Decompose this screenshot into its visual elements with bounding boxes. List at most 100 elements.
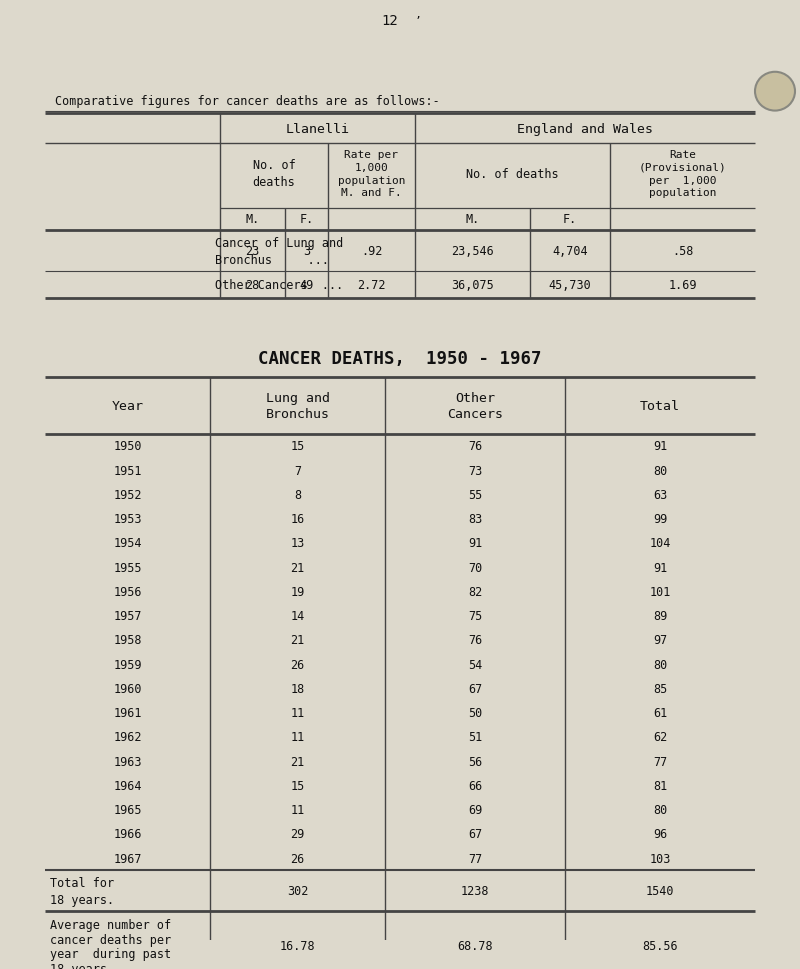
Text: 21: 21	[290, 755, 305, 767]
Text: 62: 62	[653, 731, 667, 743]
Text: 76: 76	[468, 634, 482, 646]
Text: 13: 13	[290, 537, 305, 549]
Text: 4,704: 4,704	[552, 244, 588, 258]
Text: Total for: Total for	[50, 877, 114, 890]
Text: .92: .92	[361, 244, 382, 258]
Text: Average number of: Average number of	[50, 919, 171, 931]
Text: 36,075: 36,075	[451, 278, 494, 292]
Text: 96: 96	[653, 828, 667, 840]
Text: 77: 77	[468, 852, 482, 864]
Text: 85.56: 85.56	[642, 940, 678, 953]
Text: 82: 82	[468, 585, 482, 598]
Text: 29: 29	[290, 828, 305, 840]
Text: Lung and
Bronchus: Lung and Bronchus	[266, 391, 330, 421]
Text: 16.78: 16.78	[280, 940, 315, 953]
Text: 302: 302	[287, 885, 308, 897]
Text: Cancer of Lung and: Cancer of Lung and	[215, 236, 343, 250]
Text: 70: 70	[468, 561, 482, 574]
Text: 91: 91	[653, 440, 667, 453]
Text: 28: 28	[246, 278, 260, 292]
Text: 1967: 1967	[114, 852, 142, 864]
Text: 1965: 1965	[114, 803, 142, 816]
Text: 81: 81	[653, 779, 667, 792]
Text: 1966: 1966	[114, 828, 142, 840]
Text: cancer deaths per: cancer deaths per	[50, 933, 171, 946]
Text: 49: 49	[299, 278, 314, 292]
Text: 16: 16	[290, 513, 305, 525]
Text: Year: Year	[111, 399, 143, 413]
Text: 23,546: 23,546	[451, 244, 494, 258]
Text: 103: 103	[650, 852, 670, 864]
Text: 1961: 1961	[114, 706, 142, 719]
Text: 54: 54	[468, 658, 482, 671]
Text: 1238: 1238	[461, 885, 490, 897]
Text: 51: 51	[468, 731, 482, 743]
Text: Rate
(Provisional)
per  1,000
population: Rate (Provisional) per 1,000 population	[638, 150, 726, 198]
Text: 97: 97	[653, 634, 667, 646]
Text: Total: Total	[640, 399, 680, 413]
Text: England and Wales: England and Wales	[517, 122, 653, 136]
Text: 77: 77	[653, 755, 667, 767]
Text: 26: 26	[290, 658, 305, 671]
Text: 50: 50	[468, 706, 482, 719]
Text: 11: 11	[290, 803, 305, 816]
Text: 66: 66	[468, 779, 482, 792]
Text: 1957: 1957	[114, 610, 142, 622]
Text: 91: 91	[653, 561, 667, 574]
Text: 76: 76	[468, 440, 482, 453]
Text: 12: 12	[382, 15, 398, 28]
Text: 2.72: 2.72	[358, 278, 386, 292]
Text: 18 years: 18 years	[50, 962, 107, 969]
Text: 1.69: 1.69	[668, 278, 697, 292]
Text: 69: 69	[468, 803, 482, 816]
Text: 1951: 1951	[114, 464, 142, 477]
Circle shape	[755, 73, 795, 111]
Text: 1959: 1959	[114, 658, 142, 671]
Text: 89: 89	[653, 610, 667, 622]
Text: 91: 91	[468, 537, 482, 549]
Text: Other
Cancers: Other Cancers	[447, 391, 503, 421]
Text: 1950: 1950	[114, 440, 142, 453]
Text: 11: 11	[290, 706, 305, 719]
Text: 75: 75	[468, 610, 482, 622]
Text: 1540: 1540	[646, 885, 674, 897]
Text: 23: 23	[246, 244, 260, 258]
Text: 18 years.: 18 years.	[50, 893, 114, 906]
Text: 85: 85	[653, 682, 667, 695]
Text: 7: 7	[294, 464, 301, 477]
Text: CANCER DEATHS,  1950 - 1967: CANCER DEATHS, 1950 - 1967	[258, 350, 542, 367]
Text: 1955: 1955	[114, 561, 142, 574]
Text: 14: 14	[290, 610, 305, 622]
Text: Comparative figures for cancer deaths are as follows:-: Comparative figures for cancer deaths ar…	[55, 95, 440, 109]
Text: Bronchus     ...: Bronchus ...	[215, 253, 329, 266]
Text: 26: 26	[290, 852, 305, 864]
Text: 67: 67	[468, 682, 482, 695]
Text: 1954: 1954	[114, 537, 142, 549]
Text: No. of
deaths: No. of deaths	[253, 159, 295, 189]
Text: 83: 83	[468, 513, 482, 525]
Text: 99: 99	[653, 513, 667, 525]
Text: 68.78: 68.78	[457, 940, 493, 953]
Text: Other Cancers  ...: Other Cancers ...	[215, 278, 343, 292]
Text: Rate per
1,000
population
M. and F.: Rate per 1,000 population M. and F.	[338, 150, 406, 198]
Text: .58: .58	[672, 244, 693, 258]
Text: 55: 55	[468, 488, 482, 501]
Text: 1960: 1960	[114, 682, 142, 695]
Text: 1964: 1964	[114, 779, 142, 792]
Text: 104: 104	[650, 537, 670, 549]
Text: 19: 19	[290, 585, 305, 598]
Text: 8: 8	[294, 488, 301, 501]
Text: 80: 80	[653, 803, 667, 816]
Text: 1952: 1952	[114, 488, 142, 501]
Text: 101: 101	[650, 585, 670, 598]
Text: F.: F.	[563, 213, 577, 226]
Text: 11: 11	[290, 731, 305, 743]
Text: 80: 80	[653, 464, 667, 477]
Text: F.: F.	[299, 213, 314, 226]
Text: year  during past: year during past	[50, 948, 171, 960]
Text: 80: 80	[653, 658, 667, 671]
Text: 56: 56	[468, 755, 482, 767]
Text: M.: M.	[466, 213, 480, 226]
Text: 1958: 1958	[114, 634, 142, 646]
Text: 63: 63	[653, 488, 667, 501]
